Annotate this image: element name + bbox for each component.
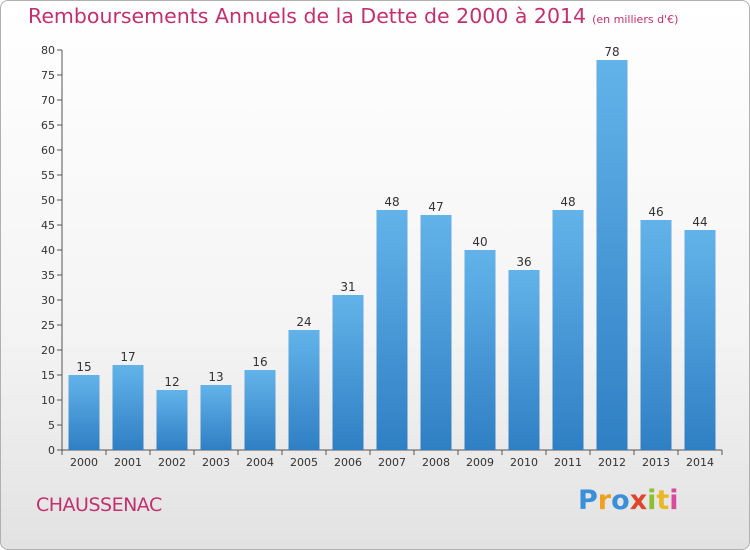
bar <box>376 210 408 450</box>
data-labels: 15 17 12 13 16 24 31 48 47 40 36 48 78 46 44 <box>76 45 707 389</box>
y-tick-label: 30 <box>41 294 55 307</box>
x-tick-label: 2008 <box>422 456 450 469</box>
commune-name: CHAUSSENAC <box>36 494 162 516</box>
x-tick-label: 2000 <box>70 456 98 469</box>
x-tick-label: 2006 <box>334 456 362 469</box>
x-tick-label: 2003 <box>202 456 230 469</box>
bar <box>552 210 584 450</box>
logo-letter: i <box>647 485 657 516</box>
y-tick-label: 45 <box>41 219 55 232</box>
bar <box>200 385 232 450</box>
y-tick-label: 0 <box>48 444 55 457</box>
y-tick-label: 10 <box>41 394 55 407</box>
x-tick-label: 2014 <box>686 456 714 469</box>
bar <box>68 375 100 450</box>
logo-letter: r <box>597 485 612 516</box>
bar <box>112 365 144 450</box>
x-tick-label: 2007 <box>378 456 406 469</box>
y-tick-label: 25 <box>41 319 55 332</box>
data-label: 48 <box>384 195 399 209</box>
data-label: 46 <box>648 205 663 219</box>
logo-letter: o <box>611 485 630 516</box>
x-tick-label: 2009 <box>466 456 494 469</box>
logo-letter: x <box>629 485 648 516</box>
data-label: 36 <box>516 255 531 269</box>
data-label: 13 <box>208 370 223 384</box>
y-tick-label: 55 <box>41 169 55 182</box>
y-tick-label: 15 <box>41 369 55 382</box>
x-tick-label: 2011 <box>554 456 582 469</box>
y-tick-label: 65 <box>41 119 55 132</box>
data-label: 17 <box>120 350 135 364</box>
y-tick-label: 60 <box>41 144 55 157</box>
y-tick-label: 40 <box>41 244 55 257</box>
bar <box>684 230 716 450</box>
title-text: Remboursements Annuels de la Dette de 20… <box>28 4 587 28</box>
data-label: 44 <box>692 215 707 229</box>
x-tick-label: 2012 <box>598 456 626 469</box>
data-label: 12 <box>164 375 179 389</box>
unit-label: (en milliers d'€) <box>592 13 679 26</box>
bar <box>508 270 540 450</box>
bar <box>420 215 452 450</box>
x-tick-label: 2002 <box>158 456 186 469</box>
data-label: 48 <box>560 195 575 209</box>
bar <box>596 60 628 450</box>
bars <box>68 60 716 450</box>
bar <box>464 250 496 450</box>
y-tick-label: 35 <box>41 269 55 282</box>
y-tick-label: 5 <box>48 419 55 432</box>
logo-letter: t <box>656 485 670 516</box>
y-tick-label: 70 <box>41 94 55 107</box>
y-tick-label: 75 <box>41 69 55 82</box>
y-tick-label: 20 <box>41 344 55 357</box>
y-tick-label: 50 <box>41 194 55 207</box>
bar <box>332 295 364 450</box>
bar <box>244 370 276 450</box>
y-tick-label: 80 <box>41 44 55 57</box>
x-tick-label: 2010 <box>510 456 538 469</box>
x-tick-label: 2005 <box>290 456 318 469</box>
logo-letter: P <box>578 485 598 516</box>
x-tick-label: 2013 <box>642 456 670 469</box>
data-label: 40 <box>472 235 487 249</box>
bar <box>640 220 672 450</box>
x-tick-label: 2001 <box>114 456 142 469</box>
data-label: 47 <box>428 200 443 214</box>
proxiti-logo: Proxiti <box>578 485 679 516</box>
data-label: 15 <box>76 360 91 374</box>
data-label: 78 <box>604 45 619 59</box>
logo-letter: i <box>669 485 679 516</box>
bar <box>156 390 188 450</box>
bar <box>288 330 320 450</box>
data-label: 31 <box>340 280 355 294</box>
x-tick-label: 2004 <box>246 456 274 469</box>
data-label: 24 <box>296 315 311 329</box>
data-label: 16 <box>252 355 267 369</box>
chart-title: Remboursements Annuels de la Dette de 20… <box>28 4 728 28</box>
